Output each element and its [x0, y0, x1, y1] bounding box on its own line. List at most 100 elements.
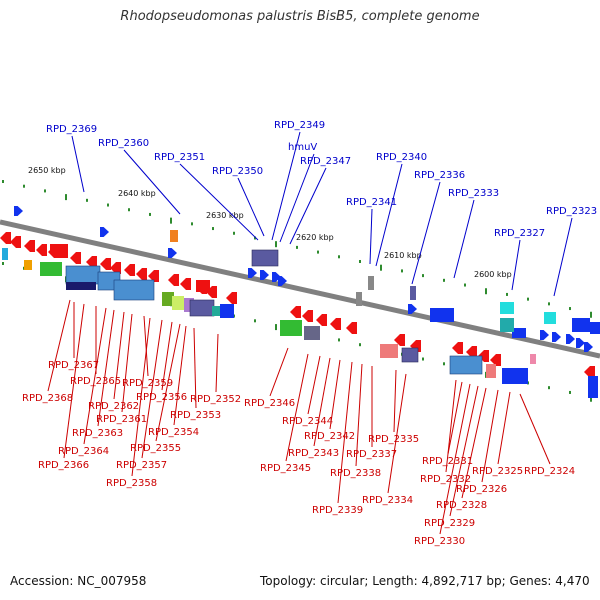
- tick-mark: [401, 269, 403, 273]
- reverse-gene: [206, 286, 217, 298]
- gene-box: [65, 265, 101, 285]
- kbp-label: 2630 kbp: [206, 211, 244, 220]
- reverse-gene: [452, 342, 463, 354]
- tick-mark: [2, 180, 4, 183]
- gene-label-forward: RPD_2360: [98, 138, 149, 149]
- leader-line: [375, 163, 403, 267]
- tick-mark: [170, 217, 172, 224]
- kbp-label: 2640 kbp: [118, 189, 156, 198]
- leader-line: [511, 239, 521, 291]
- gene-box: [368, 276, 374, 290]
- gene-label-reverse: RPD_2339: [312, 505, 363, 516]
- gene-box: [500, 302, 514, 314]
- leader-line: [113, 311, 125, 400]
- leader-line: [453, 199, 475, 279]
- gene-label-reverse: RPD_2335: [368, 434, 419, 445]
- gene-box: [544, 312, 556, 324]
- leader-line: [449, 385, 479, 517]
- tick-mark: [86, 198, 88, 202]
- tick-mark: [233, 231, 235, 235]
- tick-mark: [359, 259, 361, 263]
- leader-line: [329, 359, 341, 430]
- tick-mark: [422, 357, 424, 361]
- reverse-gene: [316, 314, 327, 326]
- leader-line: [179, 163, 259, 241]
- reverse-gene: [100, 258, 111, 270]
- leader-line: [123, 149, 181, 215]
- tick-mark: [65, 194, 67, 201]
- gene-label-reverse: RPD_2330: [414, 536, 465, 547]
- tick-mark: [296, 245, 298, 249]
- tick-mark: [275, 241, 277, 248]
- forward-gene: [572, 318, 590, 332]
- leader-line: [83, 307, 107, 445]
- leader-line: [313, 357, 331, 447]
- gene-label-forward: hmuV: [288, 142, 317, 153]
- leader-line: [439, 383, 471, 535]
- gene-label-forward: RPD_2349: [274, 120, 325, 131]
- gene-label-reverse: RPD_2356: [136, 392, 187, 403]
- forward-gene: [552, 332, 561, 342]
- leader-line: [215, 333, 219, 393]
- tick-mark: [506, 292, 508, 296]
- reverse-gene: [36, 244, 47, 256]
- tick-mark: [548, 302, 550, 306]
- tick-mark: [191, 222, 193, 226]
- gene-label-forward: RPD_2340: [376, 152, 427, 163]
- gene-label-reverse: RPD_2331: [422, 456, 473, 467]
- reverse-gene: [302, 310, 313, 322]
- gene-label-reverse: RPD_2325: [472, 466, 523, 477]
- gene-label-forward: RPD_2333: [448, 188, 499, 199]
- gene-label-forward: RPD_2350: [212, 166, 263, 177]
- leader-line: [237, 177, 265, 237]
- gene-box: [113, 279, 155, 301]
- gene-box: [280, 320, 302, 336]
- tick-mark: [527, 297, 529, 301]
- tick-mark: [107, 203, 109, 207]
- gene-box: [380, 344, 398, 358]
- forward-gene: [540, 330, 549, 340]
- reverse-gene: [0, 232, 11, 244]
- tick-mark: [338, 338, 340, 342]
- forward-gene: [576, 338, 585, 348]
- gene-label-reverse: RPD_2342: [304, 431, 355, 442]
- tick-mark: [212, 227, 214, 231]
- leader-line: [461, 387, 487, 499]
- tick-mark: [2, 262, 4, 265]
- leader-line: [47, 299, 71, 392]
- gene-label-reverse: RPD_2362: [88, 401, 139, 412]
- leader-line: [393, 369, 397, 433]
- leader-line: [269, 347, 289, 397]
- forward-gene: [590, 322, 600, 334]
- tick-mark: [254, 319, 256, 323]
- gene-box: [170, 230, 178, 242]
- tick-mark: [254, 236, 256, 240]
- tick-mark: [464, 283, 466, 287]
- leader-line: [155, 323, 181, 442]
- label-leader-lines: [47, 131, 573, 535]
- reverse-gene: [226, 292, 237, 304]
- genome-backbone: [0, 219, 600, 359]
- tick-mark: [422, 274, 424, 278]
- leader-line: [131, 317, 151, 477]
- gene-label-reverse: RPD_2328: [436, 500, 487, 511]
- gene-box: [172, 296, 184, 310]
- leader-line: [411, 181, 441, 285]
- gene-label-reverse: RPD_2337: [346, 449, 397, 460]
- forward-gene: [584, 342, 593, 352]
- forward-gene: [278, 276, 287, 286]
- map-title: Rhodopseudomonas palustris BisB5, comple…: [120, 9, 480, 24]
- tick-mark: [317, 250, 319, 254]
- leader-line: [355, 363, 363, 467]
- gene-box: [184, 298, 194, 312]
- gene-label-forward: RPD_2369: [46, 124, 97, 135]
- gene-label-reverse: RPD_2358: [106, 478, 157, 489]
- gene-box: [2, 248, 8, 260]
- gene-label-reverse: RPD_2352: [190, 394, 241, 405]
- reverse-gene: [478, 350, 489, 362]
- gene-label-reverse: RPD_2324: [524, 466, 575, 477]
- gene-label-reverse: RPD_2357: [116, 460, 167, 471]
- gene-label-reverse: RPD_2363: [72, 428, 123, 439]
- gene-label-reverse: RPD_2353: [170, 410, 221, 421]
- leader-line: [271, 131, 301, 241]
